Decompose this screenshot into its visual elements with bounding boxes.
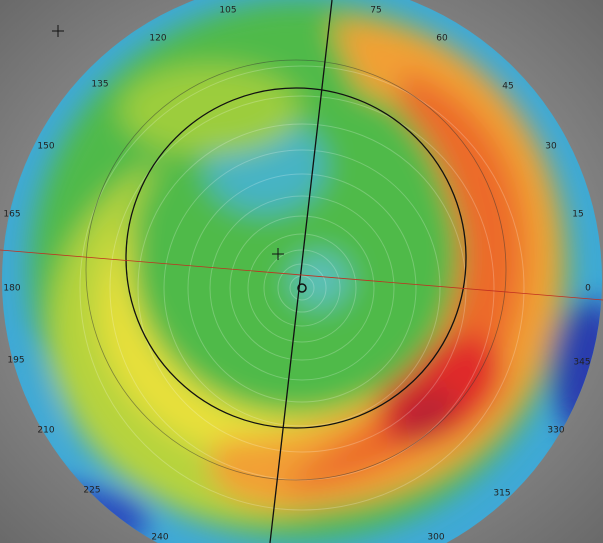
- angle-label: 30: [545, 142, 557, 152]
- angle-label: 330: [547, 426, 564, 436]
- reference-circle: [125, 87, 467, 429]
- axis-line: [269, 0, 333, 543]
- angle-label: 210: [37, 426, 54, 436]
- outer-circle: [85, 59, 507, 481]
- angle-label: 120: [149, 34, 166, 44]
- angle-label: 240: [151, 533, 168, 543]
- angle-label: 0: [585, 284, 591, 294]
- angle-label: 165: [3, 210, 20, 220]
- angle-label: 180: [3, 284, 20, 294]
- meridian-line: [0, 249, 603, 301]
- angle-label: 300: [427, 533, 444, 543]
- angle-label: 15: [572, 210, 583, 220]
- angle-label: 225: [83, 486, 100, 496]
- angle-label: 135: [91, 80, 108, 90]
- angle-label: 150: [37, 142, 54, 152]
- angle-label: 345: [573, 358, 590, 368]
- angle-labels: 105 75 60 120 135 45 150 30 165 15 180 0…: [3, 6, 591, 543]
- angle-label: 105: [219, 6, 236, 16]
- angle-label: 195: [7, 356, 24, 366]
- cross-marker: [52, 25, 284, 260]
- angle-label: 75: [370, 6, 381, 16]
- angle-label: 60: [436, 34, 448, 44]
- angle-label: 315: [493, 489, 510, 499]
- angle-label: 45: [502, 82, 513, 92]
- apex-marker: [297, 283, 307, 293]
